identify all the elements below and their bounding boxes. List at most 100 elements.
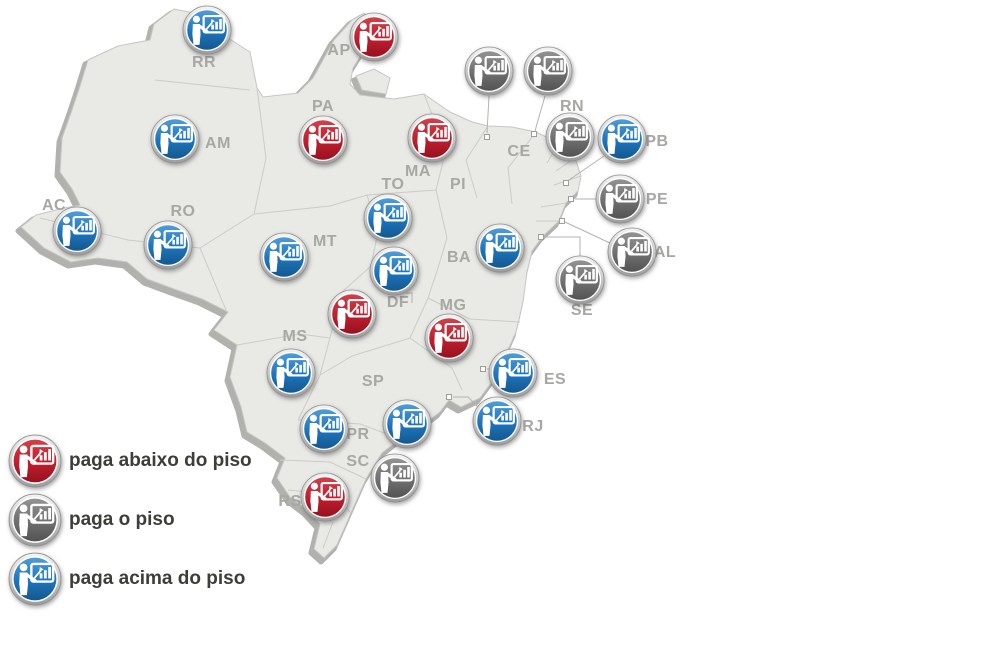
state-presenter-icon-rn [545, 112, 595, 162]
state-presenter-icon-al [607, 227, 657, 277]
state-label-es: ES [543, 371, 567, 388]
legend-label-at: paga o piso [69, 509, 175, 530]
state-marker-pi[interactable] [464, 46, 514, 96]
leader-marker-se [538, 234, 544, 240]
state-marker-ma[interactable] [407, 113, 457, 163]
state-presenter-icon-mg [424, 313, 474, 363]
leader-marker-al [559, 218, 565, 224]
state-label-se: SE [570, 302, 594, 319]
state-presenter-icon-to [363, 193, 413, 243]
state-label-am: AM [205, 135, 231, 152]
state-label-mt: MT [312, 233, 338, 250]
state-presenter-icon-pr [299, 404, 349, 454]
state-label-df: DF [386, 294, 410, 311]
state-marker-ce[interactable] [523, 46, 573, 96]
state-presenter-icon-pe [595, 174, 645, 224]
state-marker-sp[interactable] [382, 399, 432, 449]
state-marker-rn[interactable] [545, 112, 595, 162]
state-presenter-icon-pi [464, 46, 514, 96]
legend-presenter-icon-below [8, 434, 62, 488]
state-label-ap: AP [327, 42, 351, 59]
state-marker-es[interactable] [488, 348, 538, 398]
legend-item-below: paga abaixo do piso [8, 434, 252, 488]
state-marker-am[interactable] [150, 114, 200, 164]
state-label-rn: RN [559, 98, 585, 115]
leader-marker-ce [531, 131, 537, 137]
state-presenter-icon-se [555, 255, 605, 305]
leader-line-ce [534, 95, 546, 132]
leader-marker-rj [446, 394, 452, 400]
state-presenter-icon-ro [143, 220, 193, 270]
state-marker-mg[interactable] [424, 313, 474, 363]
state-label-pa: PA [311, 98, 335, 115]
state-marker-ap[interactable] [349, 12, 399, 62]
state-marker-se[interactable] [555, 255, 605, 305]
state-marker-mt[interactable] [259, 232, 309, 282]
state-presenter-icon-rr [182, 5, 232, 55]
state-presenter-icon-go [327, 289, 377, 339]
state-marker-pa[interactable] [298, 115, 348, 165]
legend-presenter-icon-at [8, 493, 62, 547]
state-marker-pr[interactable] [299, 404, 349, 454]
state-label-rj: RJ [522, 418, 544, 435]
state-presenter-icon-pb [597, 114, 647, 164]
state-label-ba: BA [446, 249, 472, 266]
state-presenter-icon-am [150, 114, 200, 164]
legend-item-above: paga acima do piso [8, 552, 252, 606]
state-marker-pb[interactable] [597, 114, 647, 164]
state-label-sp: SP [361, 373, 385, 390]
state-label-pe: PE [645, 191, 669, 208]
state-marker-df[interactable] [369, 246, 419, 296]
state-presenter-icon-ms [266, 348, 316, 398]
state-marker-pe[interactable] [595, 174, 645, 224]
state-label-pi: PI [449, 176, 467, 193]
legend-item-at: paga o piso [8, 493, 252, 547]
legend-presenter-icon-above [8, 552, 62, 606]
state-marker-al[interactable] [607, 227, 657, 277]
state-marker-go[interactable] [327, 289, 377, 339]
leader-line-pi [486, 95, 490, 134]
presenter-badge-blue-icon [8, 552, 62, 606]
leader-marker-pi [484, 134, 490, 140]
state-marker-rr[interactable] [182, 5, 232, 55]
state-marker-ba[interactable] [475, 223, 525, 273]
state-presenter-icon-ba [475, 223, 525, 273]
presenter-badge-red-icon [8, 434, 62, 488]
state-presenter-icon-ma [407, 113, 457, 163]
legend-label-below: paga abaixo do piso [69, 450, 252, 471]
state-presenter-icon-pa [298, 115, 348, 165]
state-presenter-icon-sc [370, 453, 420, 503]
state-label-ce: CE [507, 143, 531, 160]
state-label-ro: RO [170, 203, 196, 220]
leader-marker-pe [568, 196, 574, 202]
state-label-pr: PR [346, 426, 370, 443]
state-label-rs: RS [278, 493, 302, 510]
legend: paga abaixo do piso paga o piso [8, 434, 252, 611]
state-marker-ms[interactable] [266, 348, 316, 398]
state-marker-sc[interactable] [370, 453, 420, 503]
state-label-rr: RR [191, 54, 217, 71]
leader-marker-es [480, 366, 486, 372]
state-marker-rs[interactable] [300, 472, 350, 522]
leader-line-pb [565, 155, 605, 183]
state-label-ms: MS [282, 328, 308, 345]
state-label-ac: AC [41, 197, 67, 214]
state-label-al: AL [653, 244, 677, 261]
state-presenter-icon-rs [300, 472, 350, 522]
state-presenter-icon-ce [523, 46, 573, 96]
state-marker-rj[interactable] [472, 396, 522, 446]
state-presenter-icon-sp [382, 399, 432, 449]
state-presenter-icon-es [488, 348, 538, 398]
state-marker-to[interactable] [363, 193, 413, 243]
state-label-sc: SC [346, 453, 370, 470]
state-marker-ro[interactable] [143, 220, 193, 270]
state-marker-ac[interactable] [52, 206, 102, 256]
leader-line-df [406, 292, 413, 303]
marajo-island [355, 68, 391, 95]
state-label-mg: MG [439, 297, 467, 314]
leader-line-rj [453, 396, 482, 411]
state-presenter-icon-rj [472, 396, 522, 446]
leader-marker-pb [563, 180, 569, 186]
